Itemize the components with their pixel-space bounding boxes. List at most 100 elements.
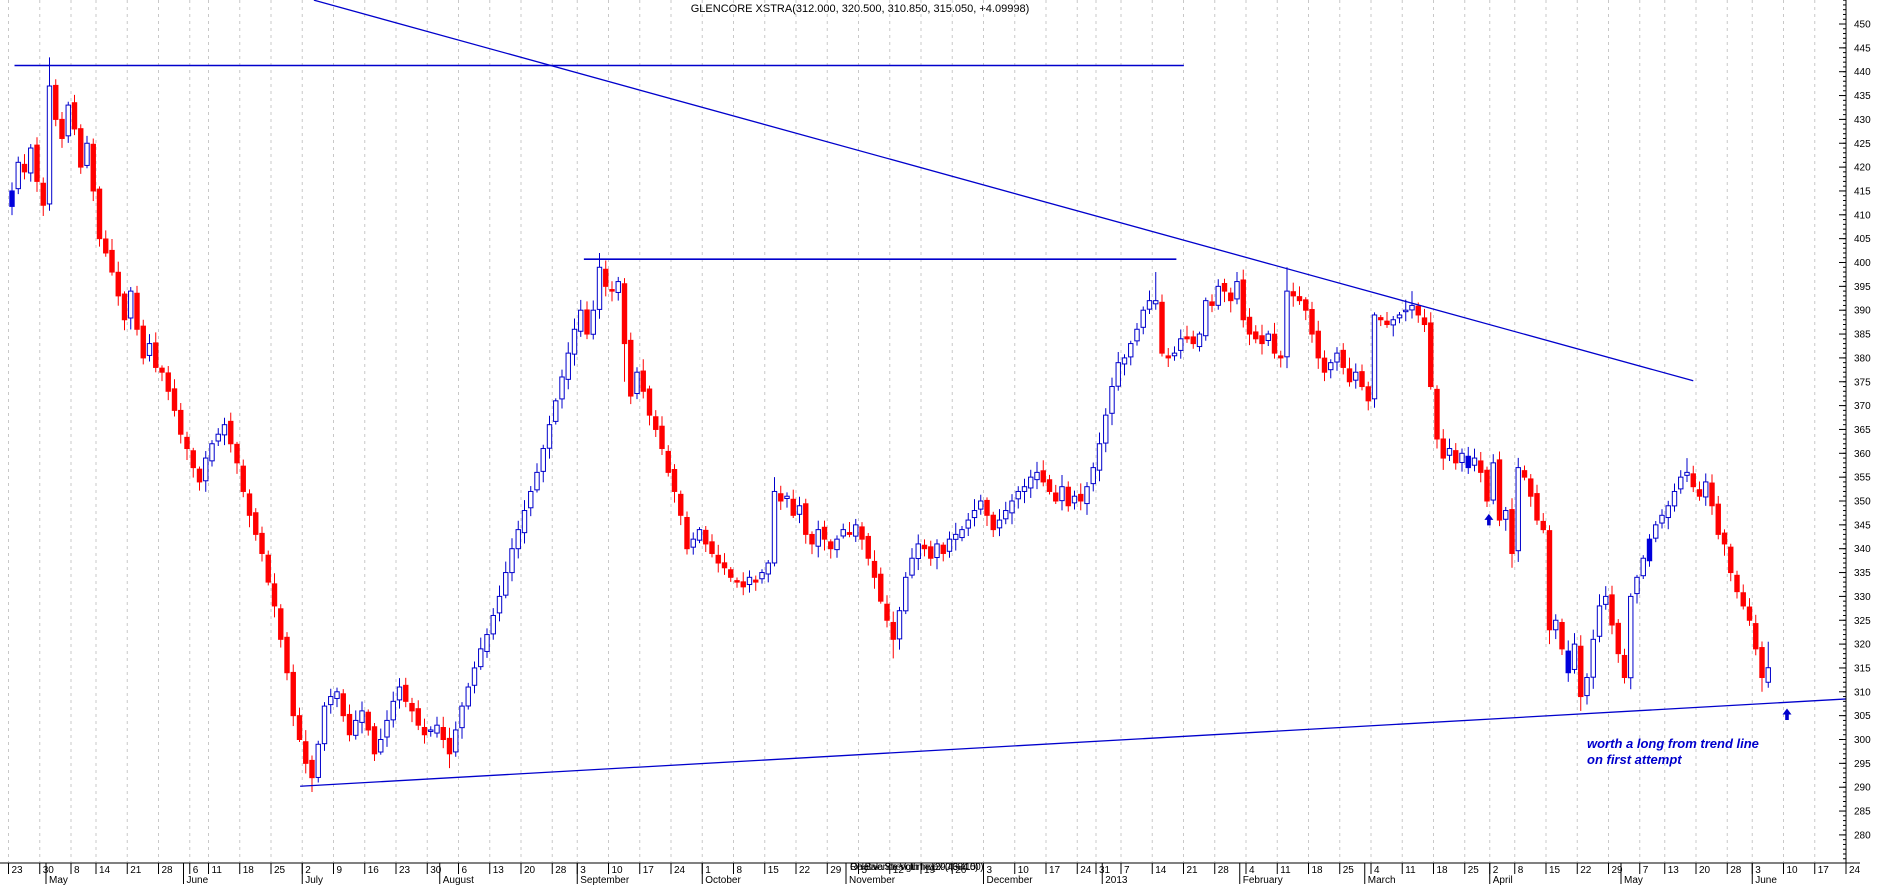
candle-body xyxy=(378,739,384,753)
week-date-label: 18 xyxy=(1312,865,1324,876)
week-date-label: 30 xyxy=(43,865,55,876)
descending-trendline[interactable] xyxy=(313,0,1694,382)
candle xyxy=(1378,314,1384,327)
candle xyxy=(534,463,540,493)
candle-body xyxy=(1046,479,1053,492)
candle-body xyxy=(665,450,671,473)
candle xyxy=(1484,466,1490,508)
candle-body xyxy=(28,147,34,174)
candle-body xyxy=(959,529,965,539)
candle xyxy=(496,585,503,622)
candle xyxy=(1146,290,1153,315)
candle-body xyxy=(71,102,78,130)
month-label: December xyxy=(987,875,1034,885)
week-date-label: 17 xyxy=(1818,865,1830,876)
y-tick-label: 345 xyxy=(1854,520,1871,531)
candle xyxy=(1728,543,1734,582)
candle-body xyxy=(1040,470,1046,483)
candle-body xyxy=(1253,331,1259,340)
candle-body xyxy=(609,289,615,292)
candle-body xyxy=(746,576,753,586)
month-label: March xyxy=(1368,875,1396,885)
candle-body xyxy=(1290,291,1296,297)
y-tick-label: 315 xyxy=(1854,663,1871,674)
candle-body xyxy=(1409,304,1415,311)
week-date-label: 25 xyxy=(1468,865,1480,876)
candle xyxy=(215,428,221,447)
week-date-label: 6 xyxy=(193,865,199,876)
candle xyxy=(503,561,509,599)
candle-body xyxy=(53,84,59,120)
candle xyxy=(1246,308,1253,346)
y-tick-label: 325 xyxy=(1854,616,1871,627)
candle-body xyxy=(103,238,109,254)
candle xyxy=(428,726,434,737)
week-date-label: 24 xyxy=(674,865,686,876)
candle-body xyxy=(1121,357,1128,365)
candle-body xyxy=(1146,300,1153,310)
week-date-label: 18 xyxy=(243,865,255,876)
week-date-label: 28 xyxy=(555,865,567,876)
candle xyxy=(865,533,871,566)
candle xyxy=(615,276,621,301)
ascending-support-trendline[interactable] xyxy=(300,698,1847,787)
candle xyxy=(1503,506,1509,531)
candle xyxy=(828,539,834,559)
y-tick-label: 295 xyxy=(1854,759,1871,770)
candle xyxy=(515,520,521,559)
candle xyxy=(165,366,171,401)
candle-body xyxy=(590,309,596,335)
month-label: 2013 xyxy=(1105,875,1128,885)
candle-body xyxy=(803,503,809,535)
candle-body xyxy=(971,510,978,519)
buy-arrows[interactable] xyxy=(1484,513,1792,720)
candle xyxy=(890,611,896,659)
resistance-lines[interactable] xyxy=(14,64,1184,260)
buy-arrow-icon[interactable] xyxy=(1484,513,1494,526)
candle xyxy=(1659,509,1665,529)
candle xyxy=(540,444,546,483)
candle-body xyxy=(1303,299,1309,311)
candle-body xyxy=(1378,317,1384,321)
candle-body xyxy=(1090,467,1096,485)
candle-body xyxy=(553,400,559,422)
candle xyxy=(184,431,190,461)
candle-body xyxy=(78,128,84,168)
candle-body xyxy=(1034,471,1040,481)
candle-body xyxy=(878,573,884,602)
week-date-label: 21 xyxy=(130,865,142,876)
candle xyxy=(1296,286,1303,305)
candle-body xyxy=(1440,438,1446,459)
candle-body xyxy=(1459,452,1465,463)
candle xyxy=(1109,377,1115,426)
y-tick-label: 400 xyxy=(1854,258,1871,269)
candle-body xyxy=(809,533,815,545)
candle-body xyxy=(1334,352,1340,363)
candle-body xyxy=(1490,462,1496,501)
candle xyxy=(1528,474,1534,507)
candle xyxy=(759,569,765,584)
trendlines[interactable] xyxy=(300,0,1847,787)
candle-body xyxy=(196,468,203,483)
candle xyxy=(290,664,296,727)
candle-body xyxy=(1190,336,1196,345)
candle xyxy=(565,342,571,390)
candle-body xyxy=(678,493,684,516)
candle-body xyxy=(659,425,665,450)
month-label: May xyxy=(49,875,68,885)
candle-body xyxy=(484,634,490,652)
candle xyxy=(171,379,178,417)
trade-annotation[interactable]: worth a long from trend line on first at… xyxy=(1587,736,1759,768)
candle xyxy=(1203,297,1209,341)
buy-arrow-icon[interactable] xyxy=(1782,708,1792,720)
candle xyxy=(109,239,115,276)
candle-body xyxy=(628,339,634,397)
week-date-label: 17 xyxy=(1049,865,1061,876)
candle-body xyxy=(1340,349,1346,368)
candle xyxy=(21,154,28,180)
candle xyxy=(603,260,609,297)
y-tick-label: 375 xyxy=(1854,377,1871,388)
candle-body xyxy=(271,583,278,607)
